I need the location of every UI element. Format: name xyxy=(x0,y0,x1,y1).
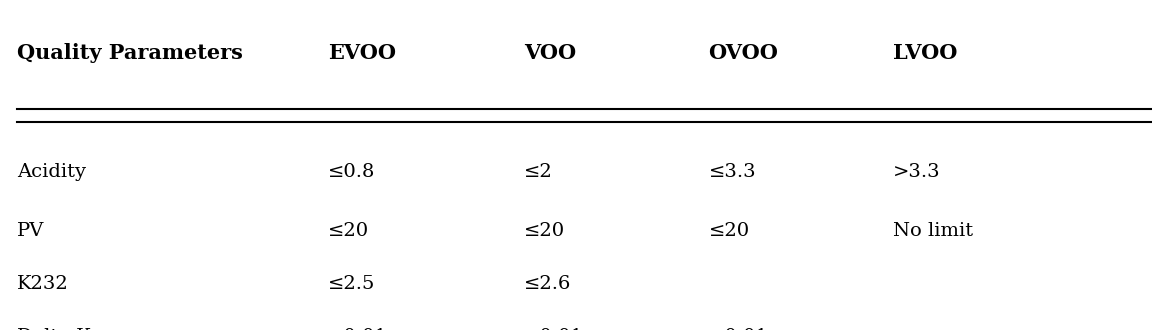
Text: EVOO: EVOO xyxy=(328,43,396,63)
Text: Acidity: Acidity xyxy=(17,163,86,181)
Text: ≤20: ≤20 xyxy=(708,222,750,240)
Text: ≤2.5: ≤2.5 xyxy=(328,275,376,293)
Text: ≤20: ≤20 xyxy=(328,222,370,240)
Text: ≤0.01: ≤0.01 xyxy=(328,328,388,330)
Text: ≤20: ≤20 xyxy=(524,222,566,240)
Text: ≤3.3: ≤3.3 xyxy=(708,163,756,181)
Text: Delta K: Delta K xyxy=(17,328,91,330)
Text: >3.3: >3.3 xyxy=(893,163,940,181)
Text: No limit: No limit xyxy=(893,222,973,240)
Text: ≤2: ≤2 xyxy=(524,163,553,181)
Text: ≤0.01: ≤0.01 xyxy=(524,328,584,330)
Text: ≤0.8: ≤0.8 xyxy=(328,163,376,181)
Text: K232: K232 xyxy=(17,275,69,293)
Text: PV: PV xyxy=(17,222,45,240)
Text: Quality Parameters: Quality Parameters xyxy=(17,43,243,63)
Text: LVOO: LVOO xyxy=(893,43,957,63)
Text: OVOO: OVOO xyxy=(708,43,779,63)
Text: VOO: VOO xyxy=(524,43,576,63)
Text: ≤0.01: ≤0.01 xyxy=(708,328,768,330)
Text: ≤2.6: ≤2.6 xyxy=(524,275,571,293)
